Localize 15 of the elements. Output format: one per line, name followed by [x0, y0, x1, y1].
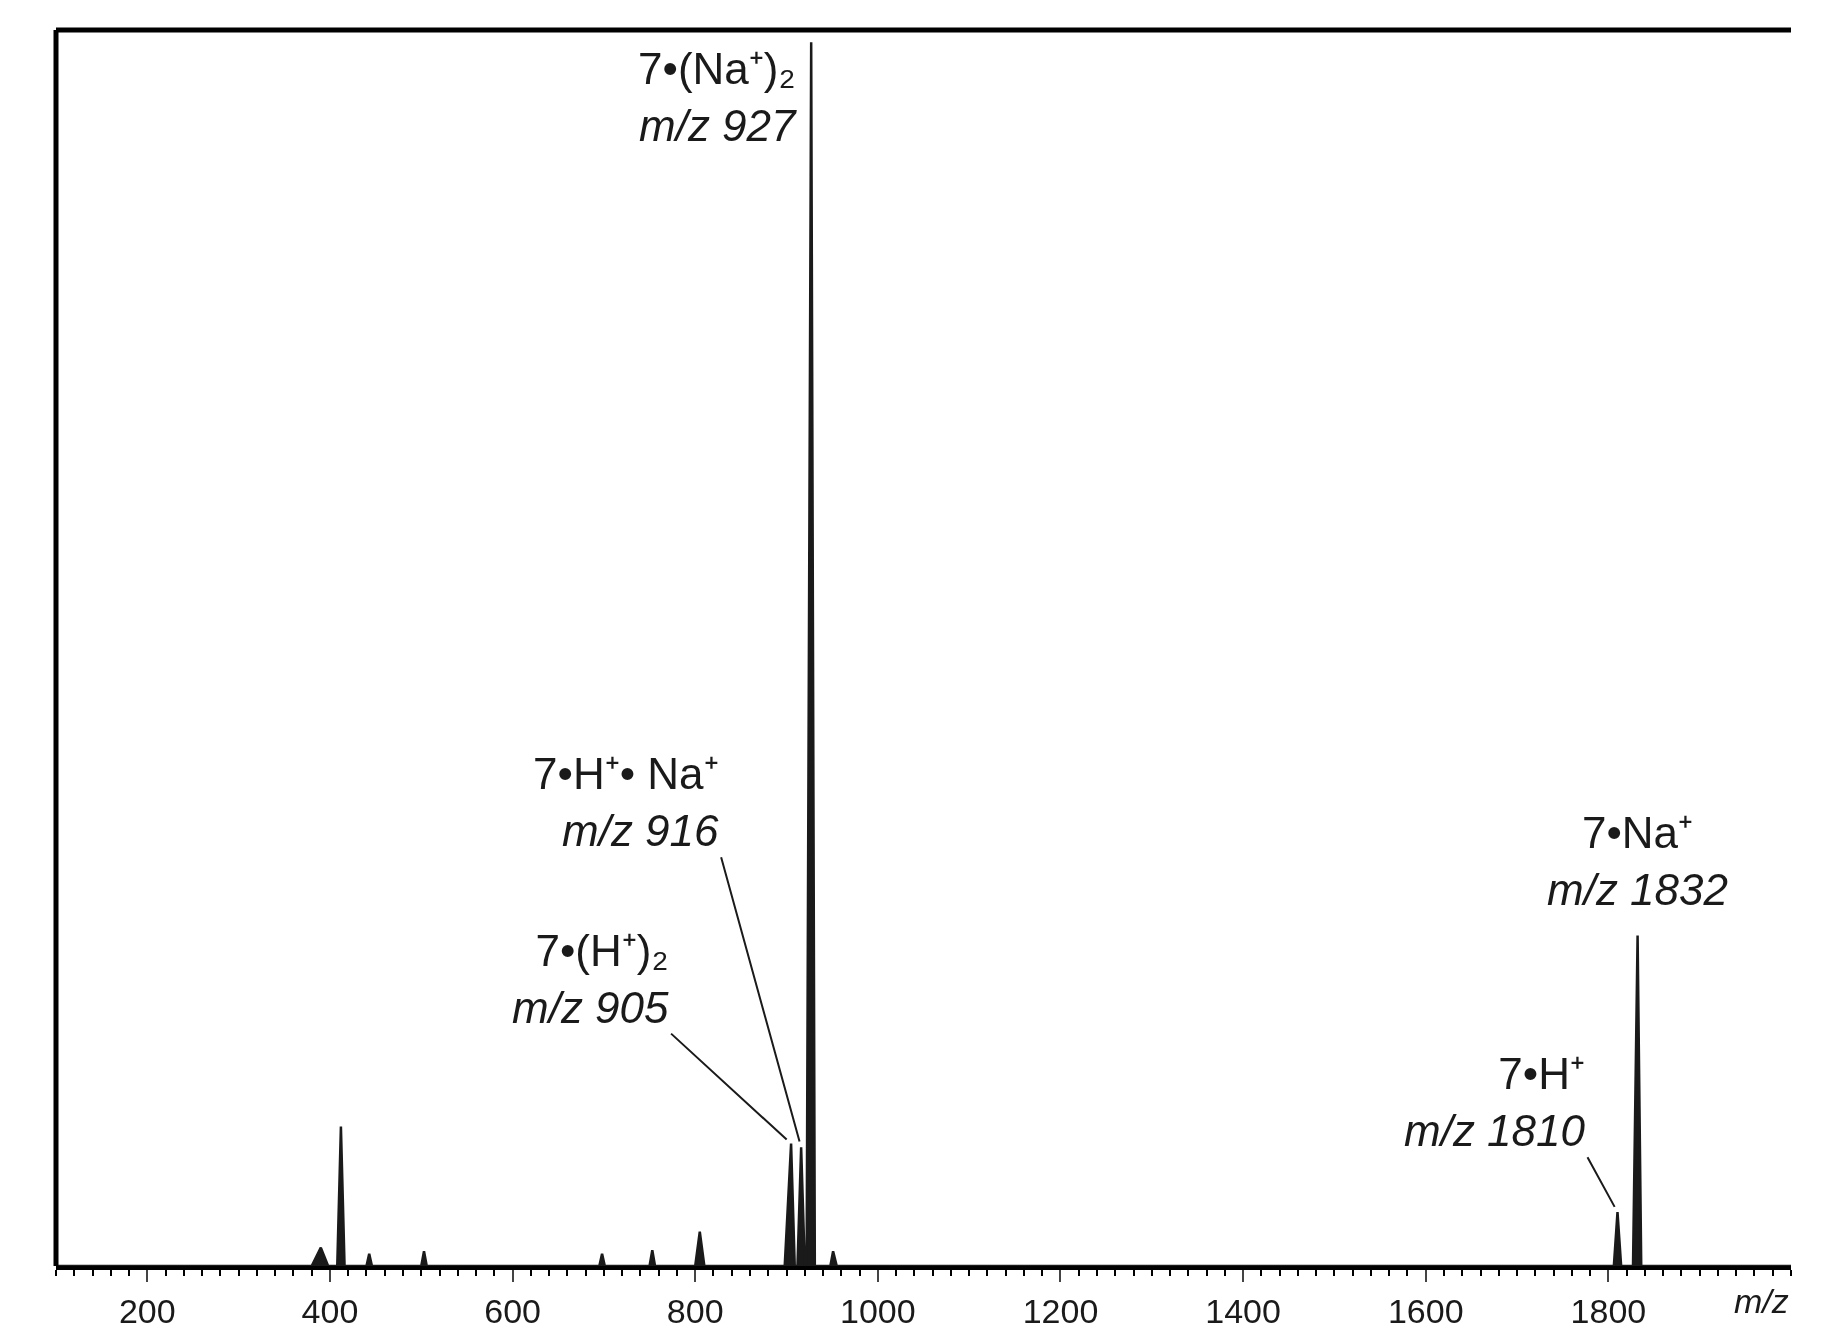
- x-tick-label: 1600: [1387, 1291, 1464, 1330]
- x-axis-title: m/z: [1734, 1282, 1789, 1320]
- x-tick-label: 1000: [840, 1291, 916, 1330]
- x-tick-label: 600: [484, 1291, 541, 1330]
- annotation: 7•(Na⁺)₂ m/z 927: [638, 44, 798, 151]
- x-tick-label: 1400: [1205, 1291, 1281, 1330]
- x-tick-label: 200: [118, 1291, 176, 1330]
- x-tick-label: 1800: [1570, 1291, 1647, 1330]
- annotation: 7•H⁺ m/z 1810: [1404, 1049, 1586, 1156]
- annotation: 7•Na⁺ m/z 1832: [1547, 808, 1728, 915]
- x-tick-label: 800: [666, 1291, 724, 1330]
- annotation: 7•H⁺• Na⁺ m/z 916: [533, 749, 720, 856]
- annotation: 7•(H⁺)₂ m/z 905: [512, 926, 670, 1033]
- x-tick-label: 1200: [1022, 1291, 1099, 1330]
- x-tick-label: 400: [301, 1291, 359, 1330]
